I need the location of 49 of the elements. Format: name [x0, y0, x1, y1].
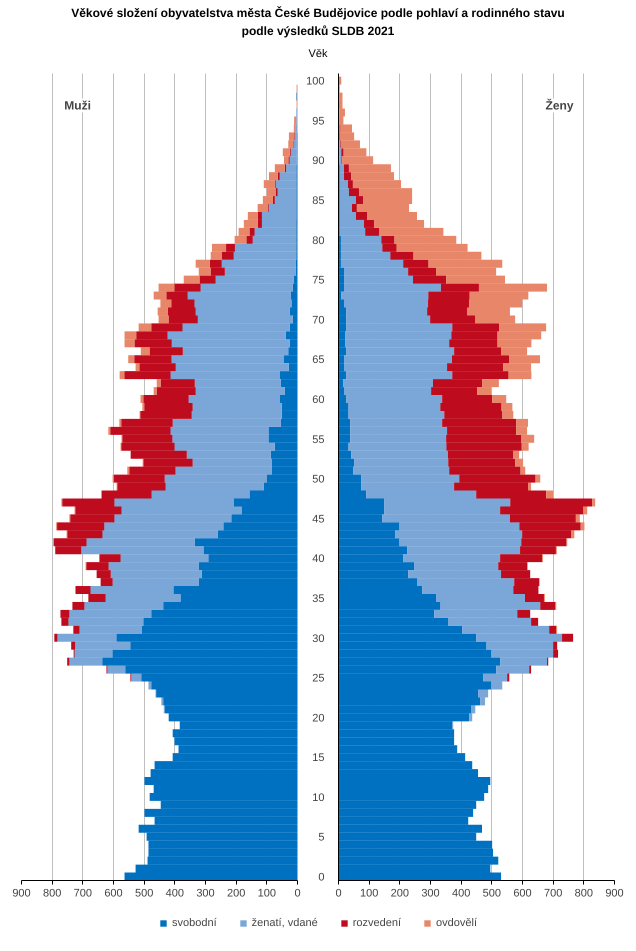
- x-tick-label: 600: [513, 888, 532, 900]
- y-tick-label: 55: [312, 434, 325, 446]
- x-tick-label: 900: [605, 888, 624, 900]
- x-tick-label: 100: [258, 888, 276, 900]
- y-tick-label: 40: [312, 553, 325, 566]
- annotation: Muži: [64, 98, 91, 112]
- y-tick-label: 35: [312, 592, 325, 605]
- y-tick-label: 45: [312, 513, 325, 526]
- x-tick-label: 0: [335, 888, 342, 900]
- y-tick-label: 65: [312, 354, 325, 366]
- y-tick-label: 95: [312, 115, 325, 128]
- y-tick-label: 10: [312, 792, 325, 804]
- legend-label: ovdovělí: [436, 917, 478, 929]
- y-tick-label: 25: [312, 672, 325, 685]
- x-tick-label: 700: [74, 888, 92, 900]
- y-tick-label: 50: [312, 474, 325, 486]
- chart-title: Věkové složení obyvatelstva města České Budějovice podle pohlaví a rodinného stavu podle výsledků SLDB 2021: [71, 5, 565, 40]
- y-tick-label: 5: [318, 832, 325, 844]
- legend-label: ženatí, vdané: [252, 917, 318, 929]
- y-tick-label: 85: [312, 195, 325, 208]
- y-tick-label: 0: [318, 872, 325, 884]
- y-tick-label: 15: [312, 752, 325, 764]
- x-tick-label: 200: [390, 888, 410, 900]
- y-tick-label: 90: [312, 155, 325, 168]
- y-tick-label: 60: [312, 394, 325, 406]
- x-tick-label: 500: [134, 888, 154, 900]
- y-tick-label: 80: [312, 234, 325, 247]
- annotation: Ženy: [546, 98, 574, 112]
- x-tick-label: 800: [574, 888, 594, 900]
- x-tick-label: 800: [42, 888, 62, 900]
- y-axis-title: Věk: [308, 47, 328, 62]
- y-tick-label: 100: [306, 76, 325, 88]
- x-tick-label: 100: [360, 888, 378, 900]
- x-tick-label: 500: [482, 888, 502, 900]
- y-tick-label: 30: [312, 632, 325, 645]
- y-tick-label: 70: [312, 314, 325, 326]
- legend-label: svobodní: [172, 917, 217, 929]
- x-tick-label: 400: [452, 888, 470, 900]
- y-tick-label: 20: [312, 712, 325, 724]
- y-tick-label: 75: [312, 274, 325, 287]
- x-tick-label: 300: [196, 888, 215, 900]
- x-tick-label: 0: [294, 888, 301, 900]
- x-tick-label: 700: [544, 888, 562, 900]
- x-tick-label: 400: [166, 888, 184, 900]
- x-tick-label: 900: [12, 888, 31, 900]
- legend-label: rozvedení: [352, 917, 402, 929]
- x-tick-label: 600: [104, 888, 123, 900]
- x-tick-label: 200: [226, 888, 246, 900]
- x-tick-label: 300: [421, 888, 440, 900]
